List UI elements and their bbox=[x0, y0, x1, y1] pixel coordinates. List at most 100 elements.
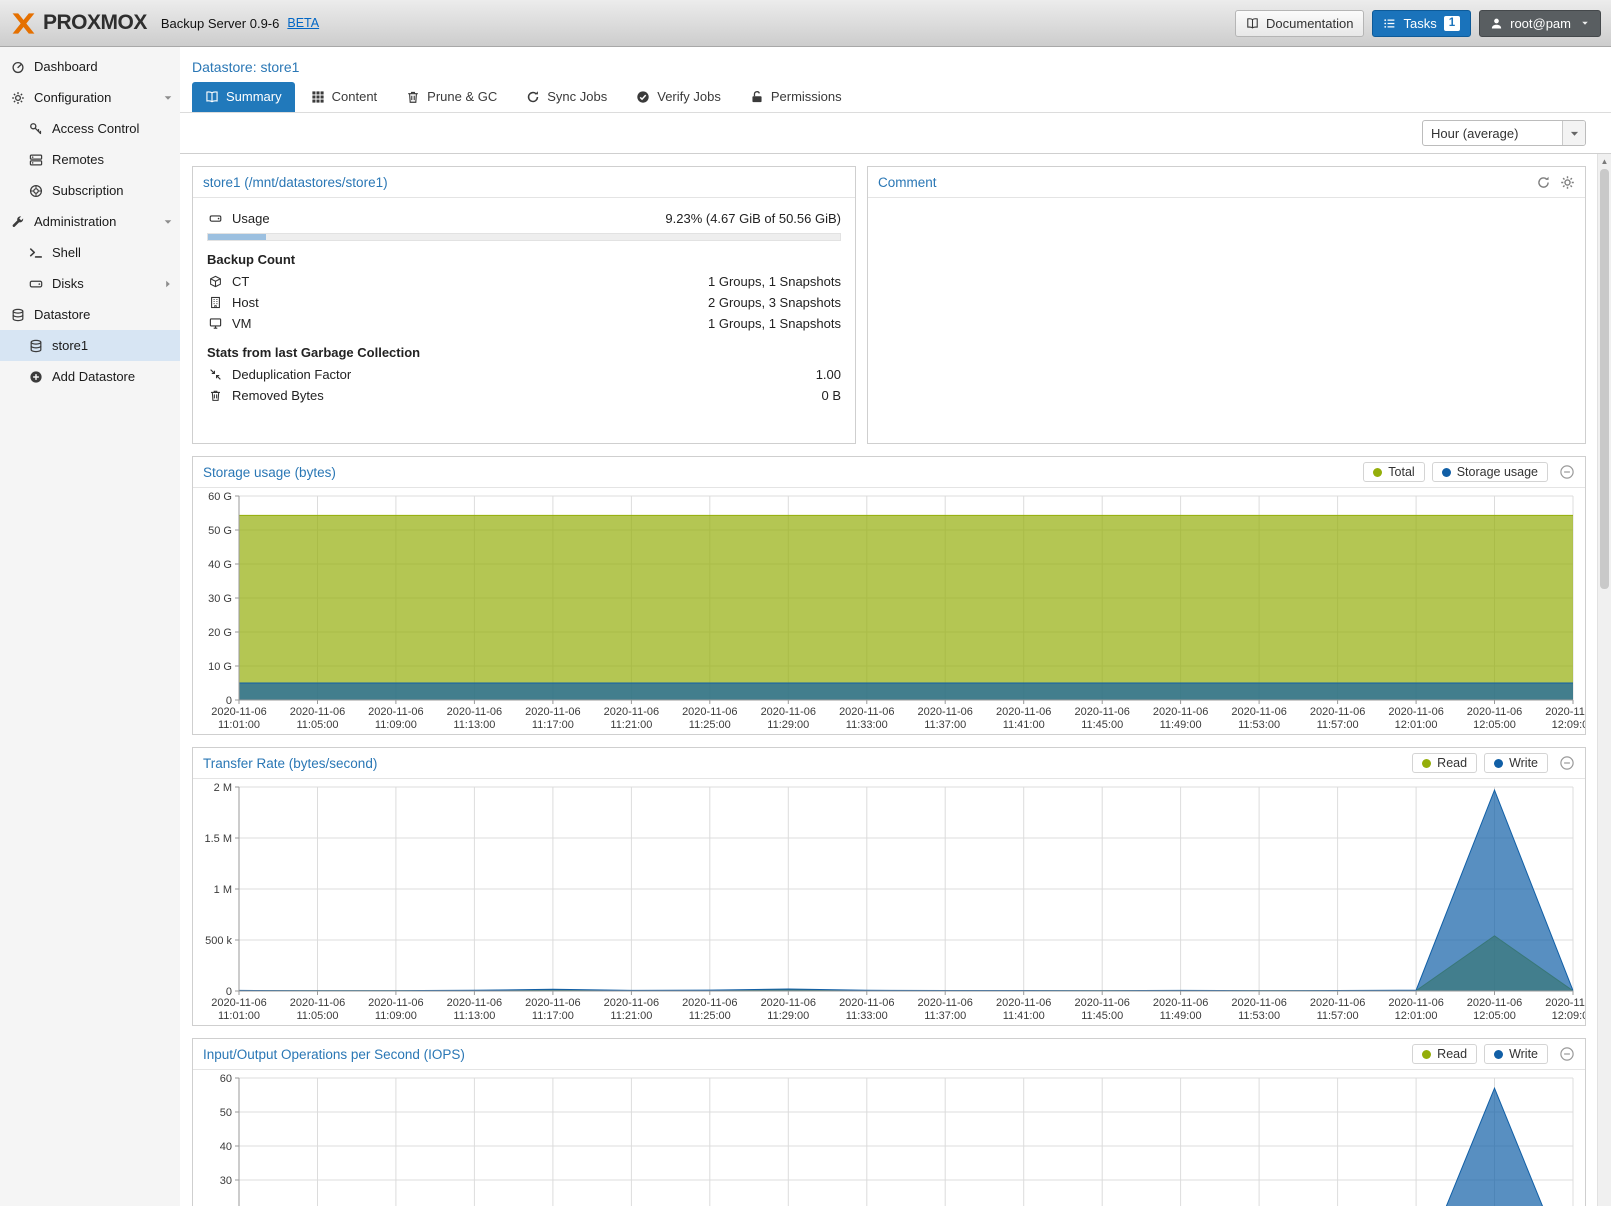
panels: store1 (/mnt/datastores/store1) Usage 9.2… bbox=[180, 154, 1611, 1206]
chart-panel-iops: Input/Output Operations per Second (IOPS… bbox=[192, 1038, 1586, 1206]
svg-text:2020-11-06: 2020-11-06 bbox=[1153, 997, 1208, 1009]
chart-title-transfer-rate: Transfer Rate (bytes/second) bbox=[203, 755, 378, 771]
svg-text:12:01:00: 12:01:00 bbox=[1395, 719, 1438, 731]
gear-icon[interactable] bbox=[1560, 175, 1575, 190]
svg-text:2020-11-06: 2020-11-06 bbox=[1388, 997, 1443, 1009]
summary-row-usage: Usage 9.23% (4.67 GiB of 50.56 GiB) bbox=[207, 208, 841, 229]
legend-item-storage-usage[interactable]: Storage usage bbox=[1431, 462, 1548, 482]
tab-bar: Summary Content Prune & GC Sync Jobs Verify … bbox=[180, 82, 1611, 113]
collapse-panel-minus-circle-icon[interactable] bbox=[1559, 464, 1575, 480]
svg-text:11:57:00: 11:57:00 bbox=[1317, 719, 1359, 731]
tab-verify-jobs[interactable]: Verify Jobs bbox=[623, 82, 734, 112]
beta-link[interactable]: BETA bbox=[287, 16, 320, 30]
svg-text:2020-11-06: 2020-11-06 bbox=[604, 997, 659, 1009]
chart-panel-storage-usage: Storage usage (bytes) Total Storage usage 0… bbox=[192, 456, 1586, 735]
svg-text:11:41:00: 11:41:00 bbox=[1003, 1010, 1045, 1022]
svg-text:11:45:00: 11:45:00 bbox=[1081, 719, 1123, 731]
svg-text:2020-11-06: 2020-11-06 bbox=[1074, 706, 1129, 718]
timerange-select[interactable]: Hour (average) bbox=[1422, 120, 1586, 146]
sidebar-item-datastore[interactable]: Datastore bbox=[0, 299, 180, 330]
chart-canvas-iops: 01020304050602020-11-0611:01:002020-11-0… bbox=[193, 1070, 1585, 1206]
legend-label: Read bbox=[1437, 756, 1468, 770]
legend-dot bbox=[1422, 1049, 1432, 1059]
tasks-button[interactable]: Tasks 1 bbox=[1372, 9, 1472, 37]
vertical-scrollbar[interactable]: ▲ bbox=[1597, 154, 1611, 1206]
sidebar-item-administration[interactable]: Administration bbox=[0, 206, 180, 237]
scroll-region: store1 (/mnt/datastores/store1) Usage 9.2… bbox=[180, 154, 1611, 1206]
svg-text:11:21:00: 11:21:00 bbox=[610, 1010, 652, 1022]
chart-panel-header-storage-usage: Storage usage (bytes) Total Storage usage bbox=[193, 457, 1585, 488]
scrollbar-thumb[interactable] bbox=[1600, 169, 1609, 589]
legend-item-write[interactable]: Write bbox=[1484, 1044, 1548, 1064]
documentation-button[interactable]: Documentation bbox=[1235, 9, 1365, 37]
tab-permissions[interactable]: Permissions bbox=[737, 82, 855, 112]
summary-row-ct: CT 1 Groups, 1 Snapshots bbox=[207, 271, 841, 292]
scroll-up-arrow[interactable]: ▲ bbox=[1600, 157, 1609, 166]
app-body: Dashboard Configuration Access Control Remo… bbox=[0, 47, 1611, 1206]
legend-label: Write bbox=[1509, 1047, 1538, 1061]
comment-panel-title: Comment bbox=[878, 174, 937, 190]
summary-row-value: 1.00 bbox=[815, 367, 841, 382]
gc-stats-heading: Stats from last Garbage Collection bbox=[207, 345, 421, 360]
svg-text:2020-11-06: 2020-11-06 bbox=[917, 706, 972, 718]
legend-item-read[interactable]: Read bbox=[1412, 753, 1478, 773]
svg-text:2020-11-06: 2020-11-06 bbox=[290, 706, 345, 718]
svg-text:2020-11-06: 2020-11-06 bbox=[1310, 706, 1365, 718]
top-panel-row: store1 (/mnt/datastores/store1) Usage 9.2… bbox=[192, 166, 1586, 444]
legend-label: Write bbox=[1509, 756, 1538, 770]
combo-caret-down-icon[interactable] bbox=[1562, 121, 1585, 145]
trash-icon bbox=[207, 389, 223, 402]
tab-sync-jobs[interactable]: Sync Jobs bbox=[513, 82, 620, 112]
svg-text:11:21:00: 11:21:00 bbox=[610, 719, 652, 731]
proxmox-logo: PROXMOX bbox=[10, 10, 147, 37]
brand-name: PROXMOX bbox=[43, 11, 147, 34]
legend-label: Total bbox=[1388, 465, 1415, 479]
sidebar-item-shell[interactable]: Shell bbox=[0, 237, 180, 268]
sidebar-item-remotes[interactable]: Remotes bbox=[0, 144, 180, 175]
summary-row-label: Removed Bytes bbox=[232, 388, 324, 403]
chart-title-iops: Input/Output Operations per Second (IOPS… bbox=[203, 1046, 465, 1062]
collapse-panel-minus-circle-icon[interactable] bbox=[1559, 1046, 1575, 1062]
sidebar-item-disks[interactable]: Disks bbox=[0, 268, 180, 299]
svg-text:11:57:00: 11:57:00 bbox=[1317, 1010, 1359, 1022]
unlock-icon bbox=[750, 90, 764, 104]
svg-text:2020-11-06: 2020-11-06 bbox=[447, 706, 502, 718]
svg-text:2020-11-06: 2020-11-06 bbox=[682, 997, 737, 1009]
svg-text:11:17:00: 11:17:00 bbox=[532, 719, 574, 731]
tab-summary[interactable]: Summary bbox=[192, 82, 295, 112]
chevron-down-icon[interactable] bbox=[162, 216, 174, 228]
chevron-right-icon[interactable] bbox=[162, 278, 174, 290]
usage-progress-bar bbox=[207, 233, 841, 241]
sidebar-item-add-datastore[interactable]: Add Datastore bbox=[0, 361, 180, 392]
sidebar-item-access-control[interactable]: Access Control bbox=[0, 113, 180, 144]
svg-text:11:49:00: 11:49:00 bbox=[1160, 719, 1202, 731]
user-menu-button[interactable]: root@pam bbox=[1479, 9, 1601, 37]
proxmox-x-icon bbox=[12, 12, 35, 34]
datastore-summary-panel: store1 (/mnt/datastores/store1) Usage 9.2… bbox=[192, 166, 856, 444]
svg-text:2020-11-06: 2020-11-06 bbox=[1074, 997, 1129, 1009]
tab-prune-gc[interactable]: Prune & GC bbox=[393, 82, 510, 112]
sidebar-item-configuration[interactable]: Configuration bbox=[0, 82, 180, 113]
tab-label: Prune & GC bbox=[427, 89, 498, 104]
collapse-panel-minus-circle-icon[interactable] bbox=[1559, 755, 1575, 771]
chevron-down-icon[interactable] bbox=[162, 92, 174, 104]
sidebar-item-store1[interactable]: store1 bbox=[0, 330, 180, 361]
legend-item-read[interactable]: Read bbox=[1412, 1044, 1478, 1064]
svg-text:40 G: 40 G bbox=[208, 559, 232, 571]
reload-icon[interactable] bbox=[1536, 175, 1551, 190]
chart-panel-header-iops: Input/Output Operations per Second (IOPS… bbox=[193, 1039, 1585, 1070]
svg-text:2020-11-06: 2020-11-06 bbox=[1153, 706, 1208, 718]
svg-text:11:45:00: 11:45:00 bbox=[1081, 1010, 1123, 1022]
legend-item-write[interactable]: Write bbox=[1484, 753, 1548, 773]
svg-text:11:33:00: 11:33:00 bbox=[846, 1010, 888, 1022]
legend-item-total[interactable]: Total bbox=[1363, 462, 1425, 482]
svg-text:0: 0 bbox=[226, 695, 232, 707]
sidebar-item-dashboard[interactable]: Dashboard bbox=[0, 51, 180, 82]
tab-content[interactable]: Content bbox=[298, 82, 391, 112]
comment-panel: Comment bbox=[867, 166, 1586, 444]
sidebar-item-label: Access Control bbox=[52, 121, 140, 136]
sidebar-item-subscription[interactable]: Subscription bbox=[0, 175, 180, 206]
chart-title-storage-usage: Storage usage (bytes) bbox=[203, 464, 336, 480]
svg-text:2020-11-06: 2020-11-06 bbox=[1310, 997, 1365, 1009]
